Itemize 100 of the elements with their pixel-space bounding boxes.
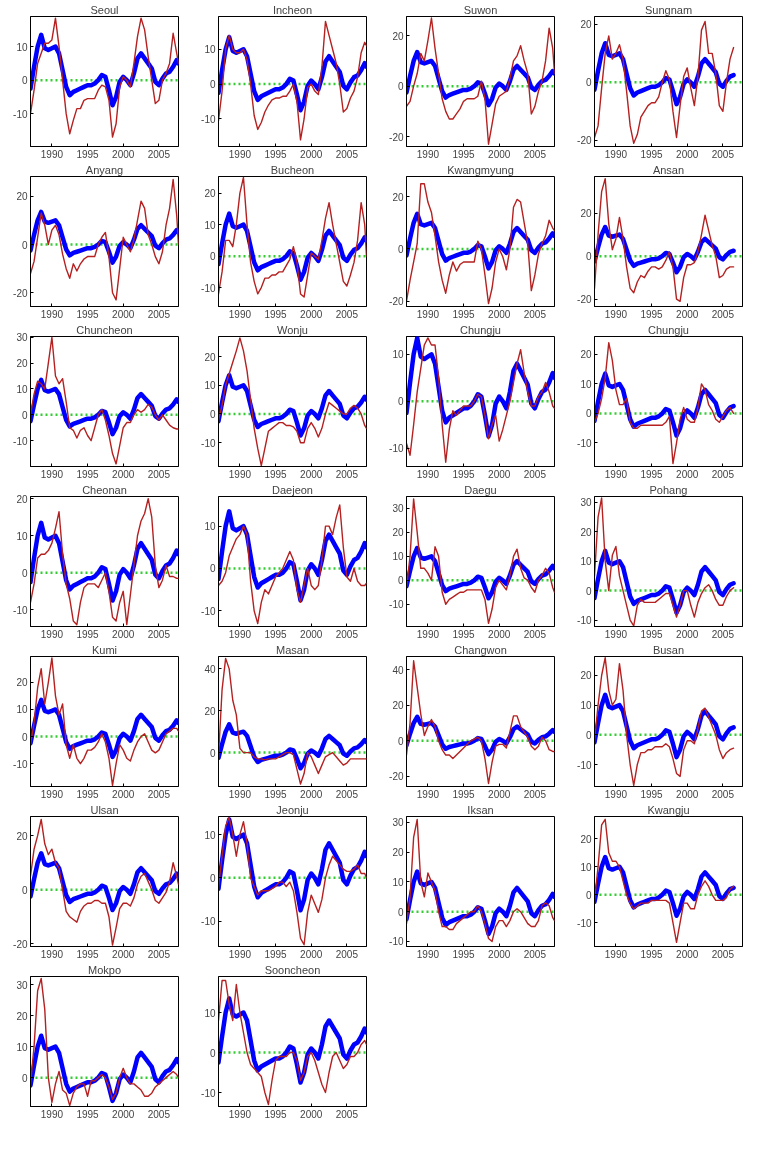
x-tick-label: 1995 [76,628,100,640]
chart-title: Kwangmyung [447,163,514,176]
y-tick-label: -20 [389,296,404,308]
x-tick-label: 1995 [264,308,288,320]
y-tick-label: 0 [585,729,592,741]
x-tick-label: 2005 [147,788,171,800]
x-tick-label: 1990 [40,1108,64,1120]
y-tick-label: 0 [585,585,592,597]
x-tick-label: 1995 [264,148,288,160]
x-tick-label: 1995 [640,308,664,320]
x-tick-label: 2005 [711,788,735,800]
y-tick-label: 0 [209,1047,216,1059]
y-tick-label: 10 [580,700,592,712]
x-tick-label: 2000 [112,148,135,160]
y-tick-label: -10 [201,605,216,617]
x-tick-label: 2000 [112,948,135,960]
x-tick-label: 1990 [416,788,440,800]
y-tick-label: -10 [577,615,592,627]
y-tick-label: 10 [204,219,216,231]
x-tick-label: 2000 [676,468,699,480]
x-tick-label: 2005 [147,1108,171,1120]
y-tick-label: -10 [13,758,28,770]
x-tick-label: 2005 [147,628,171,640]
y-tick-label: 20 [204,705,216,717]
x-tick-label: 1995 [452,788,476,800]
x-tick-label: 2000 [300,948,323,960]
chart-title: Anyang [85,163,124,176]
x-tick-label: 1990 [604,788,628,800]
x-tick-label: 1990 [228,1108,252,1120]
x-tick-label: 1990 [416,308,440,320]
y-tick-label: 10 [580,861,592,873]
chart-title: Wonju [277,323,308,336]
y-tick-label: -10 [389,599,404,611]
y-tick-label: -10 [201,437,216,449]
x-tick-label: 2000 [488,468,511,480]
x-tick-label: 1990 [416,628,440,640]
x-tick-label: 2005 [523,788,547,800]
x-tick-label: 2000 [488,948,511,960]
chart-title: Mokpo [87,963,122,976]
y-tick-label: 40 [392,664,404,676]
y-tick-label: 20 [16,358,28,370]
y-tick-label: -20 [389,131,404,143]
x-tick-label: 2005 [523,148,547,160]
y-tick-label: 20 [580,19,592,31]
chart-title: Iksan [467,803,494,816]
y-tick-label: 0 [585,251,592,263]
y-tick-label: 10 [204,380,216,392]
y-tick-label: -20 [389,771,404,783]
x-tick-label: 2000 [112,788,135,800]
y-tick-label: 10 [204,521,216,533]
y-tick-label: -10 [13,108,28,120]
x-tick-label: 1995 [76,1108,100,1120]
x-tick-label: 1990 [604,468,628,480]
x-tick-label: 1995 [264,788,288,800]
x-tick-label: 2000 [676,628,699,640]
chart-title: Cheonan [82,483,127,496]
y-tick-label: 20 [392,847,404,859]
y-tick-label: 10 [580,556,592,568]
y-tick-label: 0 [397,81,404,93]
x-tick-label: 2005 [523,468,547,480]
x-tick-label: 2000 [112,1108,135,1120]
y-tick-label: 0 [21,75,28,87]
x-tick-label: 1990 [604,628,628,640]
y-tick-label: 10 [204,1007,216,1019]
y-tick-label: 30 [16,979,28,991]
y-tick-label: 10 [580,378,592,390]
y-tick-label: 20 [16,677,28,689]
x-tick-label: 1990 [228,468,252,480]
x-tick-label: 2005 [711,948,735,960]
chart-title: Jeonju [276,803,309,816]
x-tick-label: 2000 [488,628,511,640]
x-tick-label: 2005 [335,468,359,480]
x-tick-label: 2000 [112,308,135,320]
x-tick-label: 1990 [604,948,628,960]
x-tick-label: 1990 [416,468,440,480]
x-tick-label: 1995 [452,308,476,320]
chart-title: Sooncheon [264,963,321,976]
y-tick-label: 10 [392,876,404,888]
chart-title: Kwangju [647,803,690,816]
x-tick-label: 2000 [300,788,323,800]
x-tick-label: 1990 [228,308,252,320]
x-tick-label: 1995 [76,148,100,160]
x-tick-label: 2000 [488,308,511,320]
chart-title: Busan [652,643,685,656]
x-tick-label: 1995 [264,1108,288,1120]
y-tick-label: 0 [585,77,592,89]
x-tick-label: 1995 [264,628,288,640]
x-tick-label: 1995 [452,468,476,480]
y-tick-label: 0 [209,79,216,91]
y-tick-label: 20 [16,1010,28,1022]
y-tick-label: 0 [209,251,216,263]
y-tick-label: 30 [580,497,592,509]
y-tick-label: 0 [397,575,404,587]
y-tick-label: 10 [16,704,28,716]
x-tick-label: 1990 [40,148,64,160]
y-tick-label: 20 [580,208,592,220]
x-tick-label: 2005 [523,308,547,320]
y-tick-label: 20 [580,670,592,682]
x-tick-label: 1990 [40,628,64,640]
x-tick-label: 1995 [76,468,100,480]
